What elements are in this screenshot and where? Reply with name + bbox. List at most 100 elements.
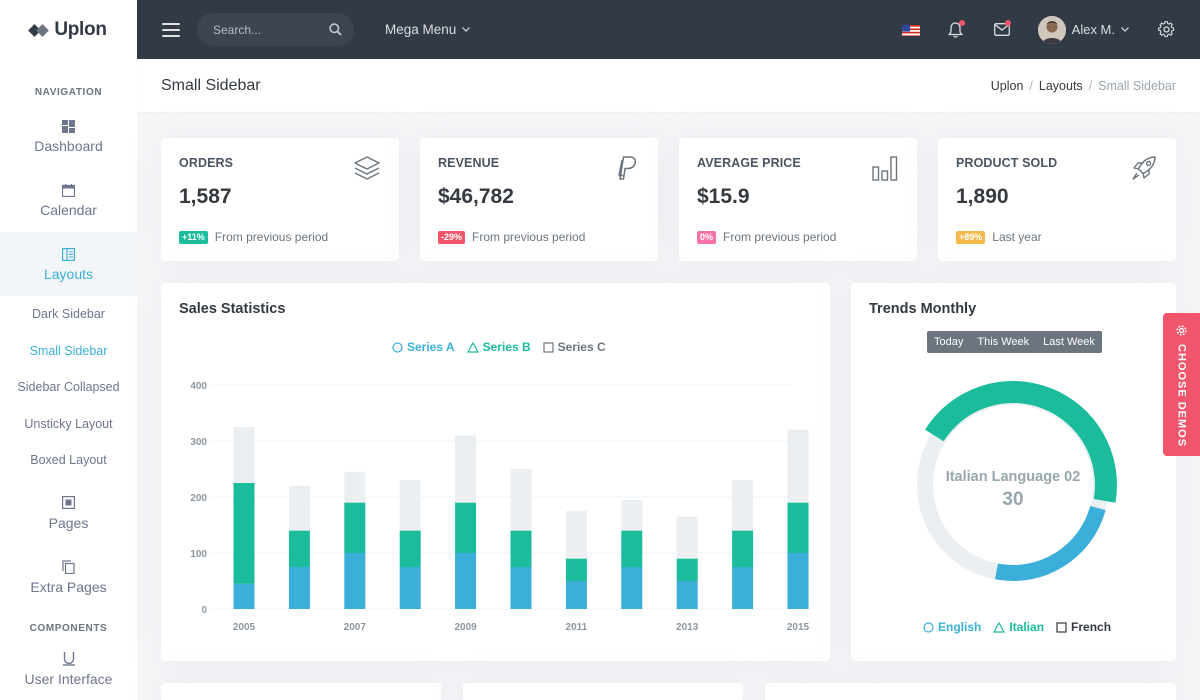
sidebar-item-dashboard[interactable]: Dashboard: [0, 105, 137, 167]
bar-series-a: [288, 567, 310, 609]
bar-series-b: [510, 530, 532, 567]
bottom-card-1: [161, 683, 441, 700]
bar-series-c: [732, 480, 754, 531]
stat-footer: +11% From previous period: [179, 230, 328, 244]
user-dropdown[interactable]: Alex M.: [1037, 15, 1129, 44]
sidebar-item-user-interface[interactable]: User Interface: [0, 639, 137, 699]
circle-icon: [923, 621, 934, 633]
notifications-button[interactable]: [946, 19, 966, 40]
x-tick-label: 2011: [566, 622, 588, 633]
card-title: Sales Statistics: [179, 301, 286, 317]
layouts-submenu: Dark Sidebar Small Sidebar Sidebar Colla…: [0, 296, 137, 479]
page-title: Small Sidebar: [161, 76, 261, 94]
magnet-icon: [61, 651, 77, 667]
bar-series-c: [344, 471, 366, 503]
legend-item-english[interactable]: English: [923, 620, 981, 634]
bar-series-a: [621, 567, 643, 609]
bar-series-b: [344, 502, 366, 553]
sidebar-item-pages[interactable]: Pages: [0, 483, 137, 543]
sidebar-item-label: Layouts: [43, 266, 94, 282]
tab-last-week[interactable]: Last Week: [1043, 336, 1095, 348]
search-icon[interactable]: [329, 23, 342, 36]
bar-series-a: [787, 553, 809, 609]
stat-note: Last year: [992, 230, 1042, 244]
legend-label: Italian: [1009, 620, 1045, 634]
tab-today[interactable]: Today: [934, 336, 964, 348]
x-tick-label: 2005: [233, 622, 256, 633]
stat-label: PRODUCT SOLD: [956, 156, 1058, 170]
sidebar-item-calendar[interactable]: Calendar: [0, 169, 137, 231]
bar-chart-icon: [872, 156, 898, 181]
bar-series-c: [621, 499, 643, 531]
bar-series-c: [288, 485, 310, 531]
submenu-boxed-layout[interactable]: Boxed Layout: [30, 453, 107, 468]
stat-value: $46,782: [438, 185, 514, 208]
x-tick-label: 2009: [454, 622, 477, 633]
bar-series-b: [787, 502, 809, 553]
tab-this-week[interactable]: This Week: [977, 336, 1030, 348]
us-flag-icon[interactable]: [901, 24, 920, 36]
mega-menu-dropdown[interactable]: Mega Menu: [385, 22, 471, 37]
legend-item-series-a[interactable]: Series A: [392, 340, 455, 354]
legend-item-italian[interactable]: Italian: [993, 620, 1044, 634]
settings-button[interactable]: [1156, 20, 1176, 40]
sidebar-item-layouts[interactable]: Layouts: [0, 232, 137, 296]
submenu-dark-sidebar[interactable]: Dark Sidebar: [32, 307, 105, 321]
slice-english: [995, 505, 1106, 581]
x-tick-label: 2007: [344, 622, 367, 633]
bar-series-a: [510, 567, 532, 609]
breadcrumb-item[interactable]: Layouts: [1038, 78, 1083, 93]
bar-series-b: [399, 530, 421, 567]
donut-center-label: Italian Language 02: [945, 469, 1081, 485]
donut-center-value: 30: [1002, 489, 1024, 510]
logo-mark-icon: [28, 21, 50, 39]
bar-series-c: [787, 429, 809, 503]
search-input[interactable]: [213, 22, 313, 37]
paypal-icon: [618, 156, 637, 180]
change-badge: +11%: [179, 230, 208, 244]
bar-series-c: [399, 480, 421, 531]
avatar: [1037, 15, 1066, 44]
sidebar-item-extra-pages[interactable]: Extra Pages: [0, 545, 137, 609]
square-icon: [1056, 621, 1067, 633]
bar-series-a: [399, 567, 421, 609]
left-sidebar: Uplon NAVIGATION Dashboard Calendar Layo…: [0, 0, 137, 700]
menu-toggle-icon[interactable]: [162, 22, 180, 37]
breadcrumb-item[interactable]: Uplon: [990, 78, 1024, 93]
choose-demos-button[interactable]: CHOOSE DEMOS: [1163, 313, 1200, 456]
stat-label: ORDERS: [179, 156, 234, 170]
legend-label: French: [1071, 620, 1112, 634]
bar-series-b: [621, 530, 643, 567]
submenu-unsticky-layout[interactable]: Unsticky Layout: [24, 416, 113, 431]
choose-demos-label: CHOOSE DEMOS: [1175, 344, 1188, 448]
stat-card-revenue: REVENUE $46,782 -29% From previous perio…: [420, 138, 658, 261]
change-badge: +89%: [956, 230, 986, 244]
bar-series-a: [344, 553, 366, 609]
submenu-sidebar-collapsed[interactable]: Sidebar Collapsed: [17, 380, 120, 395]
brand-name: Uplon: [54, 18, 107, 40]
bar-series-a: [565, 581, 587, 609]
legend-item-series-b[interactable]: Series B: [466, 340, 531, 354]
messages-button[interactable]: [992, 19, 1012, 40]
stat-note: From previous period: [723, 230, 837, 244]
circle-icon: [392, 341, 403, 353]
calendar-icon: [61, 182, 77, 198]
rocket-icon: [1132, 156, 1156, 180]
sidebar-item-label: Pages: [48, 514, 89, 531]
legend-item-series-c[interactable]: Series C: [543, 340, 606, 354]
chevron-down-icon: [462, 27, 471, 32]
message-dot: [1004, 19, 1011, 26]
stat-footer: -29% From previous period: [438, 230, 585, 244]
copy-icon: [61, 559, 77, 575]
legend-item-french[interactable]: French: [1056, 620, 1111, 634]
breadcrumb-separator: /: [1029, 78, 1033, 93]
y-tick-label: 100: [190, 549, 207, 560]
change-badge: -29%: [438, 230, 466, 244]
stat-label: REVENUE: [438, 156, 500, 170]
brand-logo[interactable]: Uplon: [0, 0, 137, 59]
y-tick-label: 300: [190, 437, 207, 448]
bar-series-b: [676, 558, 698, 581]
submenu-small-sidebar[interactable]: Small Sidebar: [29, 343, 108, 358]
bar-series-c: [676, 516, 698, 559]
bell-icon: [948, 21, 964, 38]
